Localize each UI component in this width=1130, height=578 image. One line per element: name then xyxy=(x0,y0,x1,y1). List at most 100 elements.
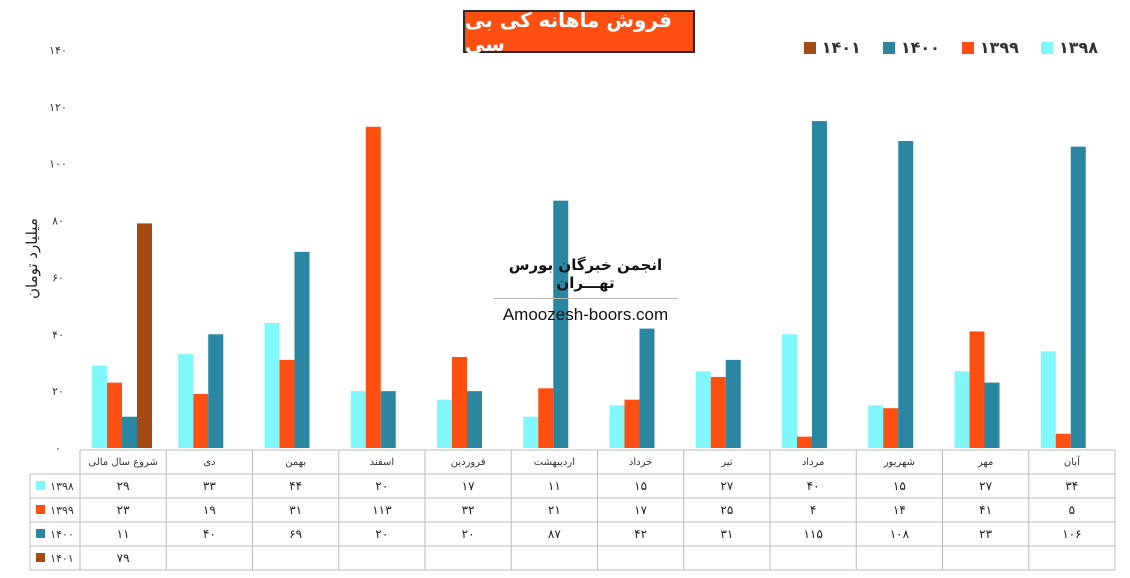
data-label: ۱۵ xyxy=(634,479,647,493)
x-tick-label: خرداد xyxy=(629,457,652,468)
data-label: ۳۱ xyxy=(289,503,302,517)
data-label: ۱۴ xyxy=(893,503,906,517)
watermark: انجمن خبرگان بورس تهـــران Amoozesh-boor… xyxy=(493,256,678,325)
bar xyxy=(294,251,310,448)
data-label: ۴۴ xyxy=(289,479,302,493)
x-tick-label: اسفند xyxy=(370,457,394,468)
table-legend-key xyxy=(36,553,45,562)
x-tick-label: مهر xyxy=(977,457,993,468)
watermark-url: Amoozesh-boors.com xyxy=(502,305,669,324)
data-label: ۱۱۳ xyxy=(372,503,392,517)
legend-label-1400: ۱۴۰۰ xyxy=(900,38,940,57)
x-tick-label: آبان xyxy=(1064,455,1081,468)
y-tick-label: ۱۲۰ xyxy=(49,101,67,114)
x-tick-label: فروردین xyxy=(451,457,486,468)
bar xyxy=(695,371,711,448)
bar xyxy=(969,331,985,448)
legend-item-1401: ۱۴۰۱ xyxy=(803,38,861,57)
data-label: ۴۰ xyxy=(807,479,820,493)
data-label: ۴۰ xyxy=(203,527,216,541)
table-legend-key xyxy=(36,481,45,490)
data-label: ۱۰۸ xyxy=(890,527,910,541)
bar xyxy=(279,359,295,448)
x-tick-label: دی xyxy=(203,457,215,468)
legend-swatch-1400 xyxy=(882,41,895,54)
y-tick-label: ۲۰ xyxy=(52,385,64,398)
data-label: ۲۷ xyxy=(720,479,733,493)
bar xyxy=(92,365,107,448)
bar xyxy=(725,359,741,448)
bar xyxy=(1070,146,1086,448)
legend-swatch-1398 xyxy=(1040,41,1053,54)
data-label: ۲۹ xyxy=(117,479,130,493)
legend: ۱۳۹۸ ۱۳۹۹ ۱۴۰۰ ۱۴۰۱ xyxy=(803,38,1098,57)
y-axis-label: میلیارد تومان xyxy=(23,218,41,299)
data-label: ۴۲ xyxy=(634,527,647,541)
bar xyxy=(467,391,482,448)
data-label: ۲۳ xyxy=(979,527,992,541)
table-legend-key xyxy=(36,505,45,514)
bar xyxy=(523,416,539,448)
bar xyxy=(954,371,970,448)
data-label: ۲۱ xyxy=(548,503,561,517)
bar xyxy=(380,391,396,448)
data-label: ۷۹ xyxy=(117,551,130,565)
bar xyxy=(107,382,122,448)
y-tick-label: ۴۰ xyxy=(52,328,64,341)
data-label: ۱۹ xyxy=(203,503,216,517)
data-label: ۶۹ xyxy=(289,527,302,541)
legend-label-1398: ۱۳۹۸ xyxy=(1058,38,1098,57)
data-label: ۲۳ xyxy=(117,503,130,517)
legend-item-1398: ۱۳۹۸ xyxy=(1040,38,1098,57)
table-series-label: ۱۳۹۹ xyxy=(50,504,74,517)
legend-swatch-1399 xyxy=(961,41,974,54)
chart-title: فروش ماهانه کی بی سی xyxy=(463,8,695,56)
x-tick-label: شهریور xyxy=(883,457,915,468)
legend-item-1399: ۱۳۹۹ xyxy=(961,38,1019,57)
bar xyxy=(193,393,209,448)
bar xyxy=(452,357,467,448)
bar xyxy=(812,121,827,449)
data-label: ۱۷ xyxy=(462,479,475,493)
x-tick-label: تیر xyxy=(720,457,733,468)
legend-swatch-1401 xyxy=(803,41,816,54)
bar xyxy=(264,322,280,448)
bar xyxy=(624,399,640,448)
x-tick-label: مرداد xyxy=(802,457,825,468)
bar xyxy=(898,140,914,448)
bar xyxy=(883,408,899,448)
bar xyxy=(137,223,152,448)
data-label: ۳۴ xyxy=(1065,479,1078,493)
bar xyxy=(350,391,366,448)
bar xyxy=(710,376,726,448)
data-label: ۵ xyxy=(1069,503,1075,517)
data-label: ۱۰۶ xyxy=(1062,527,1081,541)
legend-label-1399: ۱۳۹۹ xyxy=(979,38,1019,57)
data-label: ۲۰ xyxy=(375,479,388,493)
x-tick-label: شروع سال مالی xyxy=(88,457,158,468)
bar xyxy=(1040,351,1056,448)
y-tick-label: ۸۰ xyxy=(52,215,64,228)
table-legend-key xyxy=(36,529,45,538)
bar xyxy=(639,328,655,448)
bar xyxy=(122,416,137,448)
bar xyxy=(178,354,194,448)
legend-item-1400: ۱۴۰۰ xyxy=(882,38,940,57)
bar xyxy=(984,382,1000,448)
y-tick-label: ۰ xyxy=(55,442,61,455)
watermark-title: انجمن خبرگان بورس تهـــران xyxy=(493,256,678,299)
data-label: ۸۷ xyxy=(548,527,561,541)
data-label: ۱۵ xyxy=(893,479,906,493)
bar xyxy=(538,388,554,448)
data-label: ۲۵ xyxy=(720,503,733,517)
x-tick-label: بهمن xyxy=(285,457,306,468)
data-label: ۱۱۵ xyxy=(803,527,822,541)
x-tick-label: اردیبهشت xyxy=(534,457,575,468)
bar xyxy=(208,334,224,448)
table-series-label: ۱۴۰۱ xyxy=(50,552,74,565)
bar xyxy=(782,334,797,448)
y-tick-label: ۱۴۰ xyxy=(49,44,67,57)
data-label: ۲۰ xyxy=(462,527,475,541)
data-label: ۴۱ xyxy=(979,503,992,517)
